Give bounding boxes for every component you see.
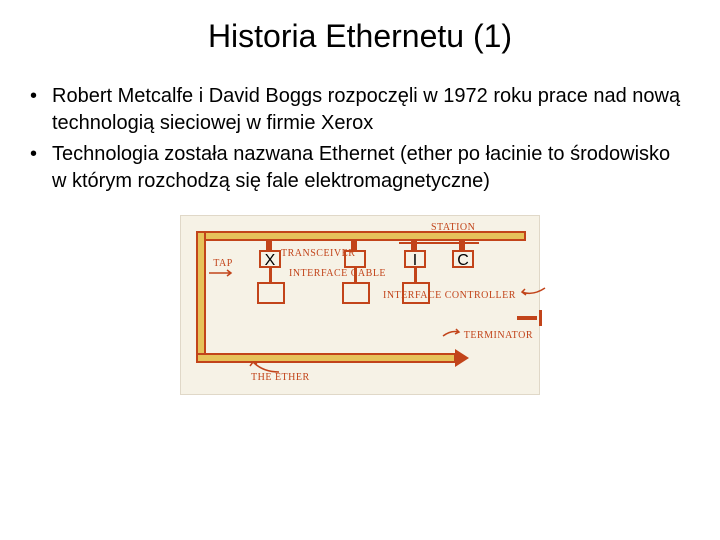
label-interface-cable: INTERFACE CABLE — [289, 268, 386, 279]
label-tap: TAP — [209, 258, 237, 277]
page-title: Historia Ethernetu (1) — [30, 18, 690, 55]
label-station: STATION — [431, 222, 475, 233]
ether-bus-top — [196, 231, 526, 241]
controller-box — [342, 282, 370, 304]
bullet-list: Robert Metcalfe i David Boggs rozpoczęli… — [30, 83, 690, 195]
controller-box — [257, 282, 285, 304]
label-terminator: TERMINATOR — [441, 328, 533, 341]
slide: Historia Ethernetu (1) Robert Metcalfe i… — [0, 0, 720, 540]
label-interface-controller: INTERFACE CONTROLLER — [383, 286, 547, 301]
ethernet-diagram: X I C TAP TRANSCEIVER STATI — [180, 215, 540, 395]
label-the-ether: THE ETHER — [251, 372, 310, 383]
bullet-item: Robert Metcalfe i David Boggs rozpoczęli… — [30, 83, 690, 137]
ether-bus-left — [196, 231, 206, 361]
bullet-item: Technologia została nazwana Ethernet (et… — [30, 141, 690, 195]
label-transceiver: TRANSCEIVER — [281, 248, 355, 259]
transceiver-box: I — [404, 250, 426, 268]
transceiver-box: X — [259, 250, 281, 268]
ether-arrow-icon — [455, 349, 469, 367]
station-line — [399, 242, 479, 244]
terminator-icon — [517, 316, 537, 320]
ether-bus-bottom — [196, 353, 456, 363]
diagram-container: X I C TAP TRANSCEIVER STATI — [30, 215, 690, 400]
transceiver-box: C — [452, 250, 474, 268]
